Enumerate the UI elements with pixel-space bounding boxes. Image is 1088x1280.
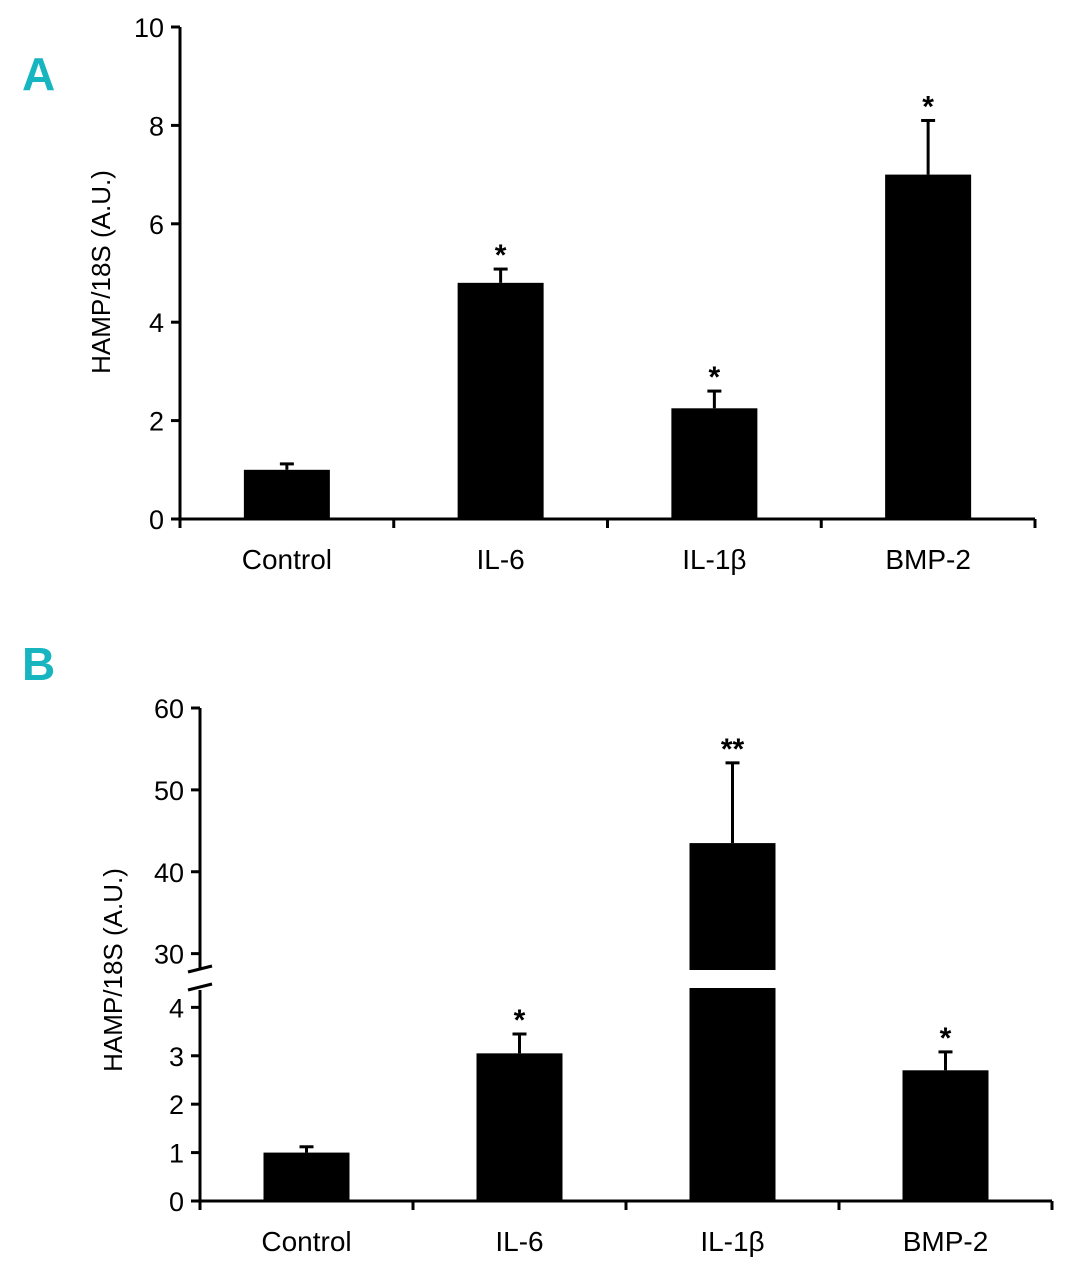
panel-b-y-tick-label: 1 bbox=[169, 1139, 184, 1169]
panel-b-chart: B HAMP/18S (A.U.) 0 1 2 3 4 30 40 50 60 Control * I… bbox=[22, 638, 1054, 1257]
panel-a-y-tick-label: 10 bbox=[134, 13, 164, 43]
panel-a-y-tick-label: 6 bbox=[149, 210, 164, 240]
panel-a-y-tick-label: 0 bbox=[149, 505, 164, 535]
panel-a-bar-il-1 bbox=[671, 408, 758, 519]
panel-a-category-label-il-6: IL-6 bbox=[477, 544, 525, 575]
panel-b-bar-control bbox=[263, 1152, 350, 1201]
panel-b-y-tick-label: 50 bbox=[154, 776, 184, 806]
panel-b-significance-il-6: * bbox=[514, 1004, 526, 1037]
panel-a-category-label-il-1: IL-1β bbox=[682, 544, 746, 575]
panel-a-significance-bmp-2: * bbox=[922, 90, 934, 123]
panel-a-bar-bmp-2 bbox=[885, 174, 972, 519]
panel-b-axis-break-mark-upper bbox=[187, 964, 213, 974]
panel-b-category-label-il-1: IL-1β bbox=[700, 1226, 764, 1257]
panel-b-category-label-il-6: IL-6 bbox=[495, 1226, 543, 1257]
panel-a-bar-control bbox=[243, 469, 330, 519]
panel-a-y-tick-label: 8 bbox=[149, 111, 164, 141]
panel-a-significance-il-6: * bbox=[495, 239, 507, 272]
panel-a-y-axis-label: HAMP/18S (A.U.) bbox=[86, 170, 116, 374]
panel-a-significance-il-1: * bbox=[709, 361, 721, 394]
panel-a-bar-il-6 bbox=[457, 282, 544, 519]
panel-b-y-tick-label: 40 bbox=[154, 858, 184, 888]
panel-b-bar-lower-il-1 bbox=[689, 988, 776, 1201]
panel-b-y-tick-label: 3 bbox=[169, 1042, 184, 1072]
panel-a-chart: A HAMP/18S (A.U.) 0 2 4 6 8 10 Control * IL-6 * IL… bbox=[22, 13, 1037, 575]
panel-b-y-axis-label: HAMP/18S (A.U.) bbox=[98, 868, 128, 1072]
panel-b-significance-bmp-2: * bbox=[940, 1022, 952, 1055]
panel-b-y-tick-label: 30 bbox=[154, 940, 184, 970]
panel-b-axis-break-mark-lower bbox=[187, 982, 213, 992]
panel-b-y-tick-label: 4 bbox=[169, 993, 184, 1023]
panel-a-category-label-control: Control bbox=[242, 544, 332, 575]
panel-b-y-tick-label: 60 bbox=[154, 694, 184, 724]
panel-a-y-tick-label: 2 bbox=[149, 407, 164, 437]
panel-b-category-label-control: Control bbox=[261, 1226, 351, 1257]
panel-a-letter: A bbox=[22, 48, 55, 100]
panel-b-bar-il-6 bbox=[476, 1053, 563, 1201]
panel-b-y-tick-label: 2 bbox=[169, 1090, 184, 1120]
panel-b-bar-bmp-2 bbox=[902, 1070, 989, 1201]
panel-a-y-tick-label: 4 bbox=[149, 308, 164, 338]
panel-a-category-label-bmp-2: BMP-2 bbox=[885, 544, 971, 575]
panel-b-y-tick-label: 0 bbox=[169, 1187, 184, 1217]
panel-b-significance-il-1: ** bbox=[721, 733, 745, 766]
panel-b-bar-upper-il-1 bbox=[689, 843, 776, 970]
panel-b-category-label-bmp-2: BMP-2 bbox=[903, 1226, 989, 1257]
panel-b-letter: B bbox=[22, 638, 55, 690]
